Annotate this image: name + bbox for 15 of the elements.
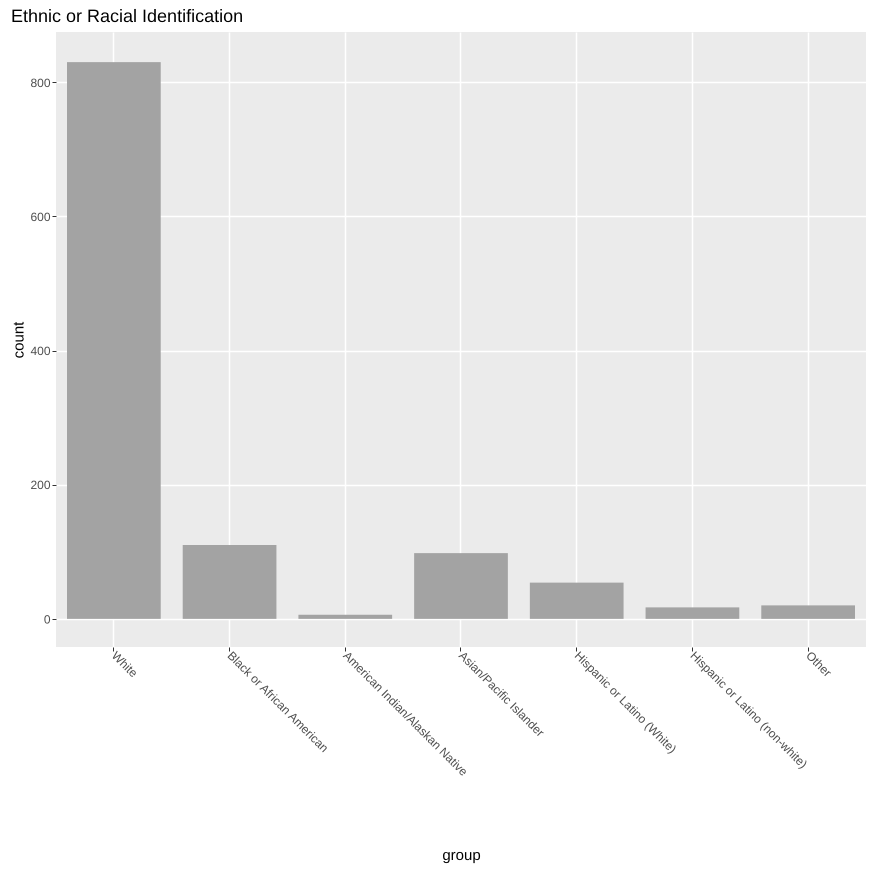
y-tick-label: 200 [30,478,51,492]
bar [646,607,740,619]
bar [530,582,624,619]
bar [298,614,392,619]
y-axis-title: count [10,320,28,358]
y-tick-label: 0 [44,612,51,626]
x-axis-title: group [442,847,481,864]
bar [761,605,856,619]
y-tick-label: 400 [30,344,51,358]
bar [414,553,508,619]
bar [66,62,161,619]
y-tick-label: 800 [30,76,51,90]
y-tick-label: 600 [30,210,51,224]
bar [182,545,276,619]
chart-title: Ethnic or Racial Identification [10,6,244,26]
